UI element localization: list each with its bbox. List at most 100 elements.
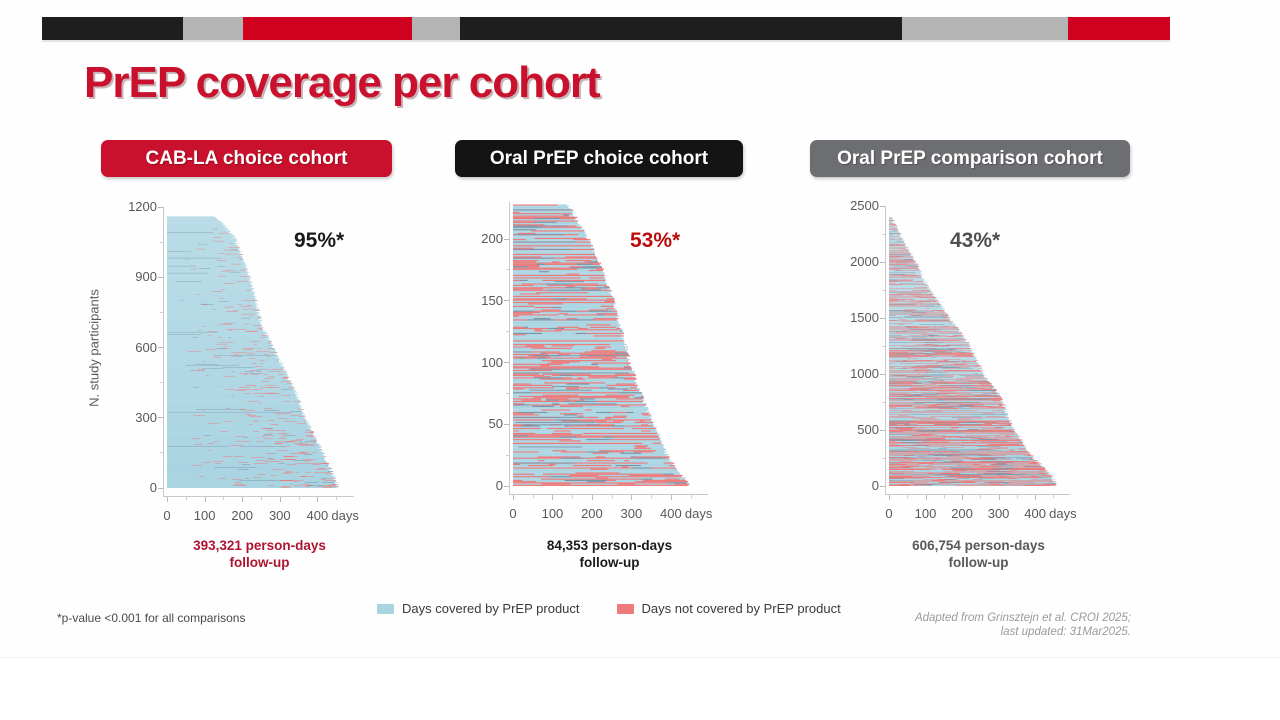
x-minor-tick-mark [980,495,982,498]
y-tick-label: 600 [135,339,157,355]
y-tick-mark [158,487,163,489]
x-minor-tick-mark [298,497,300,500]
covered-swatch-icon [377,603,394,614]
x-tick-mark [513,495,514,500]
x-tick-mark [998,495,1000,500]
x-tick-mark [317,497,319,502]
x-tick-label: 300 [620,506,643,521]
x-axis-line [885,494,1070,495]
y-axis-line [163,207,164,497]
y-minor-tick-mark [506,331,509,333]
y-tick-label: 2500 [850,198,879,213]
top-bar-segment [1068,17,1170,40]
y-tick-label: 900 [135,269,157,285]
y-minor-tick-mark [160,452,163,454]
y-tick-mark [504,238,509,240]
coverage-percent-label: 95%* [294,229,345,252]
y-tick-mark [158,347,163,348]
presentation-slide: PrEP coverage per cohort CAB-LA choice c… [0,17,1280,658]
y-tick-label: 0 [871,478,879,493]
x-minor-tick-mark [572,495,574,498]
x-tick-label: 100 [541,506,564,521]
person-days-caption: 84,353 person-days follow-up [546,538,673,570]
coverage-bars-canvas [513,202,706,486]
x-minor-tick-mark [651,495,653,498]
y-tick-label: 50 [488,416,503,432]
y-tick-mark [158,276,163,278]
y-tick-mark [880,485,885,487]
x-tick-label: 400 [306,508,329,523]
legend-not-covered-label: Days not covered by PrEP product [641,601,841,616]
coverage-percent-label: 43%* [950,229,1001,252]
source-citation: Adapted from Grinsztejn et al. CROI 2025… [914,612,1131,638]
x-tick-mark [889,495,890,500]
legend-item-covered: Days covered by PrEP product [377,601,580,616]
page-title: PrEP coverage per cohort [84,58,601,107]
x-tick-mark [1035,495,1037,500]
x-tick-label: 200 [581,506,603,521]
y-axis-line [885,206,886,495]
legend-item-not-covered: Days not covered by PrEP product [616,601,841,616]
cohort-header-oral-prep-choice: Oral PrEP choice cohort [455,140,743,177]
y-tick-label: 1200 [128,199,157,214]
y-minor-tick-mark [882,401,885,403]
x-tick-mark [925,495,927,500]
decorative-top-bar [42,17,1170,40]
x-axis-unit-label: days [1049,506,1077,521]
y-minor-tick-mark [160,382,163,384]
y-minor-tick-mark [882,233,885,235]
y-tick-label: 200 [481,231,503,247]
y-axis-label: N. study participants [86,288,102,407]
y-tick-label: 1000 [850,366,879,381]
x-tick-mark [670,495,672,500]
x-axis-line [163,496,354,497]
y-minor-tick-mark [160,241,163,243]
x-minor-tick-mark [223,497,225,500]
top-bar-segment [183,17,243,40]
x-tick-label: 400 [1024,506,1046,521]
x-minor-tick-mark [532,495,534,498]
person-days-caption: 606,754 person-days follow-up [912,538,1045,570]
y-minor-tick-mark [882,345,885,347]
y-tick-mark [504,485,509,487]
y-tick-mark [880,205,885,207]
y-tick-mark [880,373,885,375]
y-tick-label: 500 [857,422,879,437]
x-tick-mark [591,495,593,500]
y-minor-tick-mark [882,457,885,459]
x-tick-label: 200 [231,508,254,523]
x-tick-mark [167,497,168,502]
y-minor-tick-mark [160,311,163,313]
x-tick-mark [552,495,554,500]
x-minor-tick-mark [943,495,945,498]
y-tick-label: 2000 [850,254,879,269]
x-tick-mark [962,495,964,500]
x-tick-label: 0 [163,508,171,523]
y-tick-label: 1500 [850,310,879,325]
coverage-percent-label: 53%* [630,229,681,252]
x-tick-mark [631,495,633,500]
top-bar-segment [902,17,1068,40]
pvalue-footnote: *p-value <0.001 for all comparisons [57,611,246,625]
y-tick-label: 300 [135,409,157,425]
y-tick-label: 0 [495,478,503,493]
x-minor-tick-mark [1053,495,1055,498]
top-bar-segment [460,17,902,40]
cohort-header-oral-prep-comparison: Oral PrEP comparison cohort [810,140,1130,177]
y-tick-label: 150 [481,292,503,308]
y-tick-label: 100 [481,354,503,370]
cohort-header-cabla-choice: CAB-LA choice cohort [101,140,392,177]
x-minor-tick-mark [1016,495,1018,498]
x-tick-mark [204,497,206,502]
y-minor-tick-mark [506,269,509,271]
y-tick-label: 0 [149,480,157,495]
x-tick-label: 0 [885,506,893,521]
y-tick-mark [880,429,885,431]
top-bar-segment [243,17,412,40]
x-axis-unit-label: days [684,506,713,521]
coverage-bars-canvas [889,206,1068,486]
legend-covered-label: Days covered by PrEP product [402,601,580,616]
x-minor-tick-mark [336,497,338,500]
x-tick-label: 100 [914,506,937,521]
top-bar-segment [42,17,183,40]
